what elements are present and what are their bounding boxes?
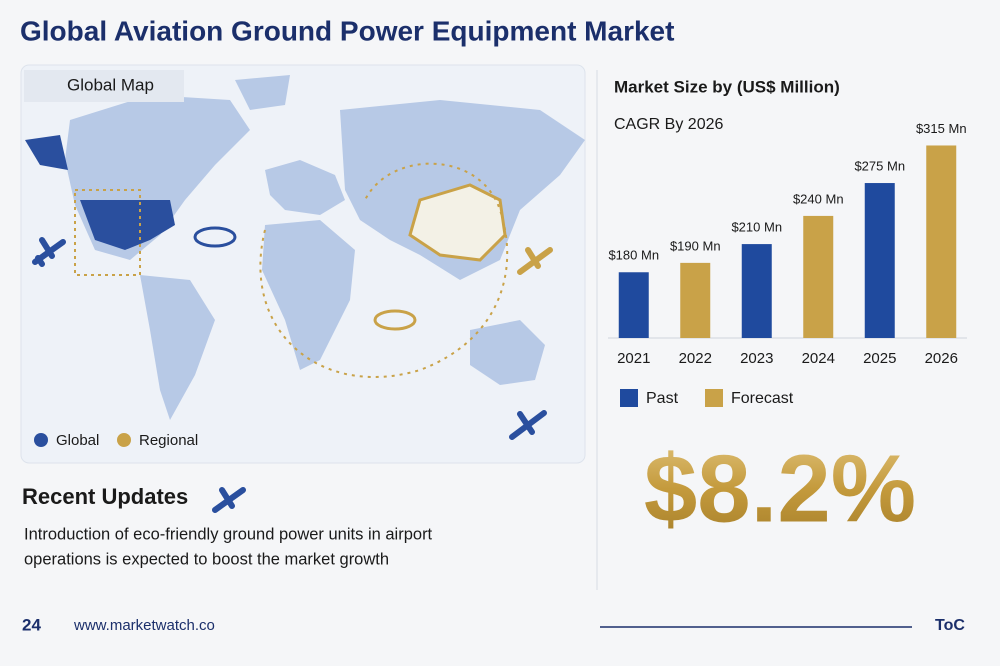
map-title: Global Map <box>67 75 154 94</box>
region-box <box>74 189 141 276</box>
chart-title: Market Size by (US$ Million) <box>614 77 840 96</box>
bar <box>680 262 711 338</box>
x-tick-label: 2023 <box>740 350 773 367</box>
value-label: $240 Mn <box>793 191 844 206</box>
legend-label: Forecast <box>731 390 794 407</box>
bar <box>741 244 772 338</box>
world-map <box>65 75 585 420</box>
x-tick-label: 2026 <box>925 350 958 367</box>
x-tick-label: 2021 <box>617 350 650 367</box>
value-label: $180 Mn <box>608 248 659 263</box>
legend-dot <box>117 433 131 447</box>
value-label: $210 Mn <box>731 220 782 235</box>
page-title: Global Aviation Ground Power Equipment M… <box>20 15 674 46</box>
alaska <box>25 135 68 170</box>
helicopter-icon <box>193 226 237 248</box>
chart-subtitle: CAGR By 2026 <box>614 116 723 133</box>
plane-icon <box>32 237 66 267</box>
value-label: $315 Mn <box>916 121 967 136</box>
value-label: $275 Mn <box>854 158 905 173</box>
legend-dot <box>34 433 48 447</box>
bar <box>803 215 834 338</box>
footer-url: www.marketwatch.co <box>73 617 215 634</box>
legend-swatch <box>620 389 638 407</box>
plane-icon <box>509 410 547 440</box>
usa <box>80 200 175 250</box>
bar <box>864 183 895 338</box>
map-tab <box>24 70 184 102</box>
bar <box>926 145 957 338</box>
updates-title: Recent Updates <box>22 484 188 509</box>
plane-icon <box>517 247 553 275</box>
bar <box>618 272 649 338</box>
legend-swatch <box>705 389 723 407</box>
x-tick-label: 2022 <box>679 350 712 367</box>
cagr-value: $8.2% <box>644 435 916 542</box>
page-number: 24 <box>22 615 41 634</box>
helicopter-icon <box>373 309 417 331</box>
value-label: $190 Mn <box>670 238 721 253</box>
china <box>408 183 507 262</box>
plane-icon <box>212 487 246 513</box>
x-tick-label: 2024 <box>802 350 835 367</box>
toc-link[interactable]: ToC <box>935 617 965 634</box>
map-legend: Regional <box>139 432 198 449</box>
updates-text: Introduction of eco-friendly ground powe… <box>24 525 433 543</box>
updates-text: operations is expected to boost the mark… <box>24 550 389 568</box>
legend-label: Past <box>646 390 679 407</box>
map-legend: Global <box>56 432 99 449</box>
x-tick-label: 2025 <box>863 350 896 367</box>
